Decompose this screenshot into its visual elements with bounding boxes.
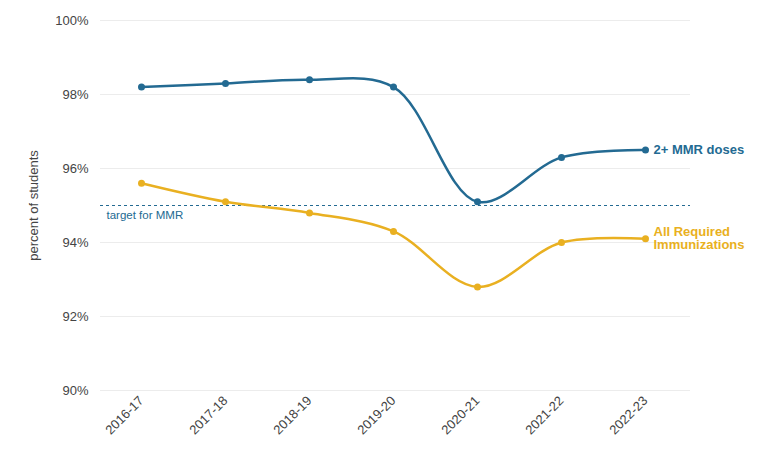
svg-text:2+ MMR doses: 2+ MMR doses bbox=[654, 142, 745, 157]
svg-text:2019-20: 2019-20 bbox=[354, 393, 398, 437]
svg-text:92%: 92% bbox=[62, 309, 88, 324]
svg-text:2018-19: 2018-19 bbox=[270, 393, 314, 437]
svg-text:90%: 90% bbox=[62, 383, 88, 398]
svg-text:2021-22: 2021-22 bbox=[522, 393, 566, 437]
svg-text:100%: 100% bbox=[55, 13, 89, 28]
svg-text:2017-18: 2017-18 bbox=[186, 393, 230, 437]
svg-text:All RequiredImmunizations: All RequiredImmunizations bbox=[654, 224, 745, 252]
svg-text:2016-17: 2016-17 bbox=[102, 393, 146, 437]
svg-text:target for MMR: target for MMR bbox=[107, 209, 184, 221]
svg-text:96%: 96% bbox=[62, 161, 88, 176]
svg-text:94%: 94% bbox=[62, 235, 88, 250]
svg-text:98%: 98% bbox=[62, 87, 88, 102]
svg-text:2022-23: 2022-23 bbox=[606, 393, 650, 437]
svg-text:percent of students: percent of students bbox=[26, 150, 41, 261]
svg-text:2020-21: 2020-21 bbox=[438, 393, 482, 437]
